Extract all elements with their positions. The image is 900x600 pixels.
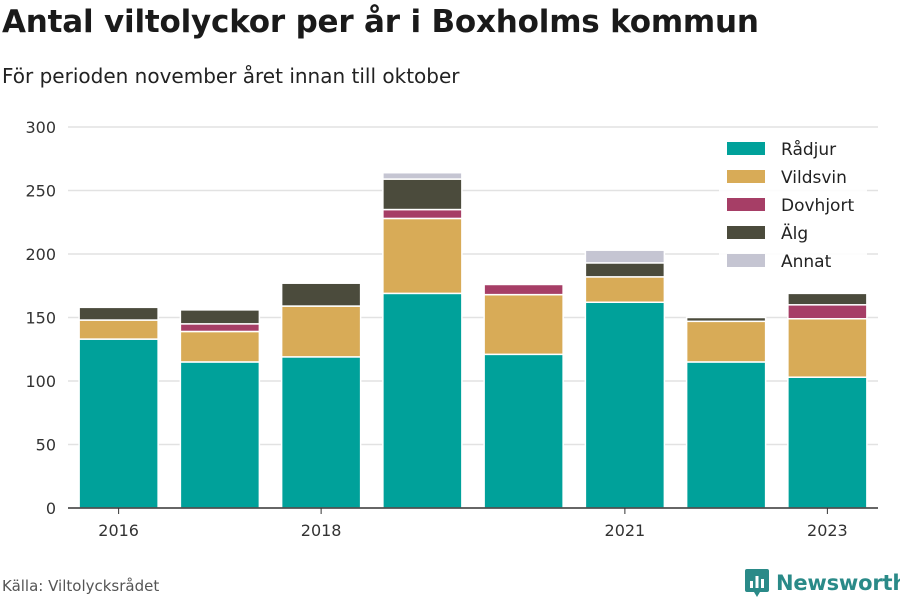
bar-segment	[179, 323, 261, 333]
bar-segment	[382, 171, 463, 180]
bar-segment	[382, 292, 463, 509]
bar-segment	[787, 318, 868, 378]
legend-swatch	[727, 226, 765, 239]
bar-segment	[179, 330, 261, 363]
bar-segment	[280, 356, 362, 509]
bar-segment	[584, 249, 666, 264]
bar-segment	[483, 283, 564, 296]
bar-segment	[483, 353, 564, 509]
legend-label: Annat	[781, 252, 832, 272]
bar-chart-logo-icon	[745, 569, 769, 597]
bar-segment	[382, 217, 463, 295]
bar-segment	[179, 309, 261, 325]
y-tick-label: 250	[25, 182, 56, 201]
bar-segment	[685, 320, 767, 363]
legend-label: Vildsvin	[781, 168, 847, 188]
bar-segment	[787, 376, 868, 509]
brand-logo: Newsworthy	[744, 568, 900, 598]
source-note: Källa: Viltolycksrådet	[2, 577, 160, 595]
bar-segment	[584, 301, 666, 509]
bar-segment	[584, 276, 666, 304]
bar-segment	[382, 208, 463, 220]
x-tick-label: 2023	[807, 521, 848, 540]
y-tick-label: 300	[25, 118, 56, 137]
bar-segment	[382, 178, 463, 211]
y-tick-label: 0	[46, 499, 56, 518]
y-tick-label: 200	[25, 245, 56, 264]
chart-subtitle: För perioden november året innan till ok…	[2, 64, 460, 88]
bar-segment	[78, 319, 159, 340]
legend-swatch	[727, 254, 765, 267]
bar-segment	[584, 262, 666, 278]
bar-segment	[685, 361, 767, 509]
chart-title: Antal viltolyckor per år i Boxholms komm…	[2, 4, 759, 40]
bar-segment	[280, 305, 362, 358]
y-tick-label: 150	[25, 309, 56, 328]
x-tick-label: 2016	[98, 521, 139, 540]
legend-label: Älg	[781, 223, 808, 244]
brand-name: Newsworthy	[776, 571, 900, 595]
bar-segment	[280, 282, 362, 307]
legend-label: Dovhjort	[781, 196, 854, 216]
bar-segment	[483, 293, 564, 356]
bar-segment	[78, 338, 159, 509]
bar-segment	[78, 306, 159, 321]
y-tick-label: 50	[36, 436, 56, 455]
bar-segment	[787, 292, 868, 306]
legend-label: Rådjur	[781, 139, 836, 160]
x-tick-label: 2021	[605, 521, 646, 540]
legend-swatch	[727, 198, 765, 211]
y-tick-label: 100	[25, 372, 56, 391]
legend-swatch	[727, 170, 765, 183]
bar-segment	[179, 361, 261, 509]
bar-segment	[685, 316, 767, 323]
legend-swatch	[727, 142, 765, 155]
x-tick-label: 2018	[301, 521, 342, 540]
bar-segment	[787, 304, 868, 320]
